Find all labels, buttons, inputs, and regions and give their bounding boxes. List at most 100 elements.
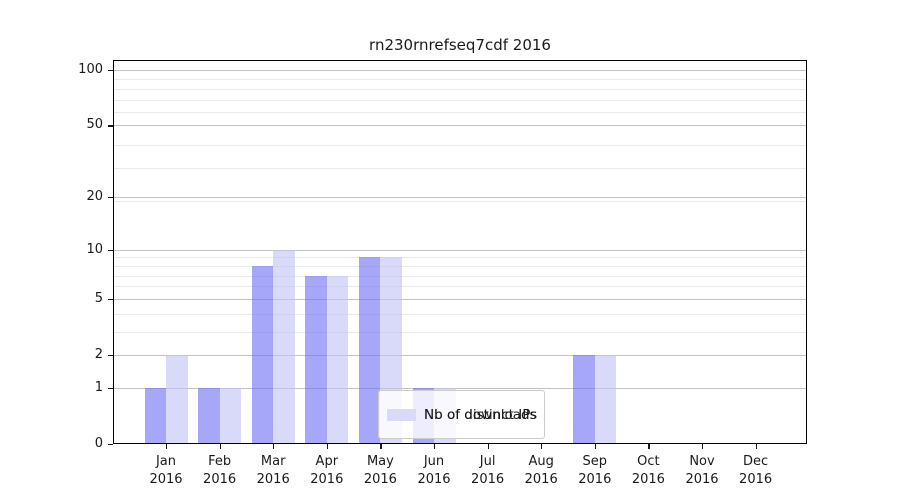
plot-border — [113, 60, 807, 444]
x-tick-year: 2016 — [363, 472, 397, 487]
major-gridline — [114, 197, 806, 199]
y-tick-label: 2 — [94, 347, 103, 362]
x-tick-year: 2016 — [471, 472, 505, 487]
x-tick-year: 2016 — [578, 472, 612, 487]
x-tick-month: Jun — [423, 454, 445, 469]
x-tick-year: 2016 — [203, 472, 237, 487]
major-gridline — [114, 249, 806, 251]
x-tick-label-oct: Oct 2016 — [620, 453, 676, 489]
x-tick-month: Apr — [315, 454, 339, 469]
x-tick-label-may: May 2016 — [352, 453, 408, 489]
minor-gridline — [114, 313, 806, 315]
x-tick-label-dec: Dec 2016 — [728, 453, 784, 489]
x-tick-month: Aug — [528, 454, 554, 469]
x-tick-label-jan: Jan 2016 — [138, 453, 194, 489]
x-tick-label-aug: Aug 2016 — [513, 453, 569, 489]
x-tick-mark — [648, 444, 650, 449]
x-tick-mark — [487, 444, 489, 449]
legend-label-distinct-ips: Nb of distinct IPs — [424, 406, 538, 423]
legend-item-downloads: Nb of downloads — [387, 407, 537, 423]
y-tick-label: 50 — [86, 117, 103, 133]
minor-gridline — [114, 145, 806, 147]
y-tick-label: 10 — [86, 241, 103, 257]
minor-gridline — [114, 201, 806, 203]
y-tick-label: 5 — [94, 290, 103, 306]
x-tick-month: Oct — [637, 454, 660, 469]
y-tick-mark — [108, 298, 113, 300]
minor-gridline — [114, 99, 806, 101]
minor-gridline — [114, 331, 806, 333]
x-tick-year: 2016 — [310, 472, 344, 487]
x-tick-year: 2016 — [631, 472, 665, 487]
major-gridline — [114, 70, 806, 71]
major-gridline — [114, 298, 806, 300]
major-gridline — [114, 387, 806, 389]
legend-label-downloads: Nb of downloads — [424, 406, 537, 423]
minor-gridline — [114, 88, 806, 90]
minor-gridline — [114, 79, 806, 81]
x-tick-mark — [326, 444, 328, 449]
x-tick-mark — [755, 444, 757, 449]
x-tick-year: 2016 — [149, 472, 183, 487]
x-tick-month: Nov — [689, 454, 715, 469]
bar-jan-series1 — [166, 355, 188, 444]
bar-mar-series0 — [251, 265, 274, 444]
x-tick-month: May — [366, 454, 394, 469]
x-tick-year: 2016 — [524, 472, 558, 487]
bar-sep-series0 — [573, 355, 595, 444]
y-tick-label: 100 — [78, 62, 103, 77]
x-tick-year: 2016 — [685, 472, 719, 487]
bar-feb-series1 — [219, 387, 242, 444]
legend-swatch-downloads — [387, 408, 416, 421]
minor-gridline — [114, 286, 806, 288]
y-tick-mark — [108, 70, 113, 72]
x-tick-label-jun: Jun 2016 — [406, 453, 462, 489]
x-tick-month: Feb — [208, 454, 232, 469]
x-tick-mark — [702, 444, 704, 449]
legend: Nb of distinct IPs Nb of downloads — [378, 390, 545, 439]
x-tick-month: Jul — [479, 454, 496, 469]
y-tick-label: 20 — [86, 189, 103, 205]
x-tick-month: Sep — [582, 454, 608, 469]
bar-may-series0 — [358, 257, 381, 444]
y-tick-mark — [108, 387, 113, 389]
x-tick-mark — [434, 444, 436, 449]
x-tick-mark — [594, 444, 596, 449]
minor-gridline — [114, 168, 806, 170]
y-tick-mark — [108, 249, 113, 251]
bar-apr-series1 — [326, 275, 349, 444]
x-tick-mark — [273, 444, 275, 449]
bar-apr-series0 — [305, 275, 327, 444]
x-tick-mark — [219, 444, 221, 449]
y-tick-mark — [108, 355, 113, 357]
y-tick-label: 1 — [94, 379, 103, 395]
y-tick-label: 0 — [94, 436, 103, 451]
major-gridline — [114, 125, 806, 127]
bar-sep-series1 — [594, 355, 617, 444]
y-tick-mark — [108, 197, 113, 199]
minor-gridline — [114, 275, 806, 277]
x-tick-label-apr: Apr 2016 — [299, 453, 355, 489]
bar-feb-series0 — [198, 387, 220, 444]
major-gridline — [114, 355, 806, 356]
x-tick-label-jul: Jul 2016 — [460, 453, 516, 489]
x-tick-label-sep: Sep 2016 — [567, 453, 623, 489]
x-tick-mark — [541, 444, 543, 449]
x-tick-label-mar: Mar 2016 — [245, 453, 301, 489]
x-tick-month: Jan — [155, 454, 177, 469]
minor-gridline — [114, 257, 806, 259]
minor-gridline — [114, 112, 806, 114]
y-tick-mark — [108, 444, 113, 446]
bar-jan-series0 — [144, 387, 166, 444]
x-tick-year: 2016 — [256, 472, 290, 487]
x-tick-month: Mar — [260, 454, 286, 469]
x-tick-mark — [380, 444, 382, 449]
x-tick-month: Dec — [743, 454, 769, 469]
x-tick-label-feb: Feb 2016 — [192, 453, 248, 489]
minor-gridline — [114, 265, 806, 267]
y-tick-mark — [108, 125, 113, 127]
x-tick-mark — [166, 444, 168, 449]
x-tick-year: 2016 — [417, 472, 451, 487]
x-tick-year: 2016 — [739, 472, 773, 487]
